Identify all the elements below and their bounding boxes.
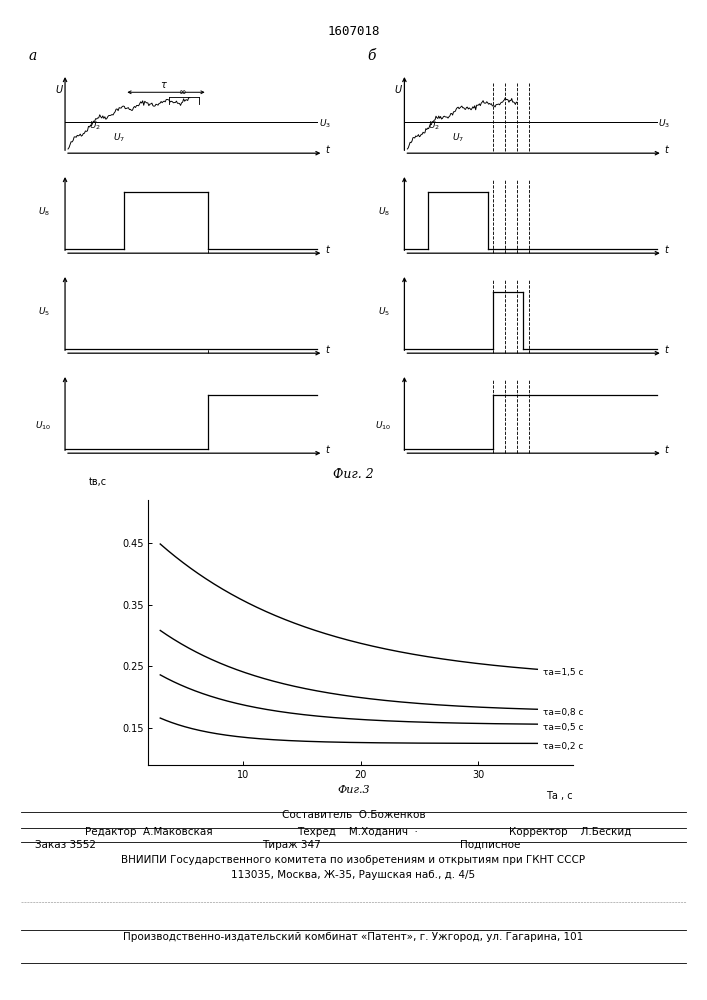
Text: Фиг. 2: Фиг. 2: [333, 468, 374, 481]
Text: $U_2$: $U_2$: [89, 120, 101, 132]
Text: $U_7$: $U_7$: [112, 131, 124, 144]
Text: ВНИИПИ Государственного комитета по изобретениям и открытиям при ГКНТ СССР: ВНИИПИ Государственного комитета по изоб…: [122, 855, 585, 865]
Text: $U$: $U$: [394, 83, 403, 95]
Text: $\tau$: $\tau$: [160, 80, 168, 90]
Text: tв,с: tв,с: [88, 477, 107, 487]
Text: Тираж 347: Тираж 347: [262, 840, 320, 850]
Text: $U_{10}$: $U_{10}$: [375, 420, 391, 432]
Text: $U_3$: $U_3$: [658, 118, 670, 130]
Text: $t$: $t$: [665, 243, 670, 255]
Text: τа=0,2 с: τа=0,2 с: [543, 742, 583, 751]
Text: $U_3$: $U_3$: [319, 118, 331, 130]
Text: τа=1,5 с: τа=1,5 с: [543, 668, 584, 677]
Text: Редактор  А.Маковская: Редактор А.Маковская: [85, 827, 213, 837]
Text: Составитель  О.Боженков: Составитель О.Боженков: [281, 810, 426, 820]
Text: τа=0,8 с: τа=0,8 с: [543, 708, 584, 717]
Text: Производственно-издательский комбинат «Патент», г. Ужгород, ул. Гагарина, 101: Производственно-издательский комбинат «П…: [124, 932, 583, 942]
Text: a: a: [28, 49, 37, 63]
Text: $t$: $t$: [665, 443, 670, 455]
Text: $\infty$: $\infty$: [178, 88, 187, 97]
Text: $t$: $t$: [325, 343, 331, 355]
Text: б: б: [368, 49, 376, 63]
Text: $U_5$: $U_5$: [38, 306, 50, 318]
Text: Подписное: Подписное: [460, 840, 520, 850]
Text: $U$: $U$: [54, 83, 64, 95]
Text: $U_5$: $U_5$: [378, 306, 390, 318]
Text: $U_7$: $U_7$: [452, 131, 464, 144]
Text: $U_2$: $U_2$: [428, 120, 440, 132]
Text: Tа , с: Tа , с: [546, 792, 573, 802]
Text: 113035, Москва, Ж-35, Раушская наб., д. 4/5: 113035, Москва, Ж-35, Раушская наб., д. …: [231, 870, 476, 880]
Text: τа=0,5 с: τа=0,5 с: [543, 723, 584, 732]
Text: $t$: $t$: [325, 243, 331, 255]
Text: Фиг.3: Фиг.3: [337, 785, 370, 795]
Text: 1607018: 1607018: [327, 25, 380, 38]
Text: Корректор    Л.Бескид: Корректор Л.Бескид: [509, 827, 631, 837]
Text: Техред    М.Ходанич  ·: Техред М.Ходанич ·: [297, 827, 418, 837]
Text: $U_{10}$: $U_{10}$: [35, 420, 52, 432]
Text: $t$: $t$: [665, 143, 670, 155]
Text: $t$: $t$: [665, 343, 670, 355]
Text: $U_8$: $U_8$: [378, 206, 390, 218]
Text: $U_8$: $U_8$: [38, 206, 50, 218]
Text: $t$: $t$: [325, 443, 331, 455]
Text: Заказ 3552: Заказ 3552: [35, 840, 96, 850]
Text: $t$: $t$: [325, 143, 331, 155]
